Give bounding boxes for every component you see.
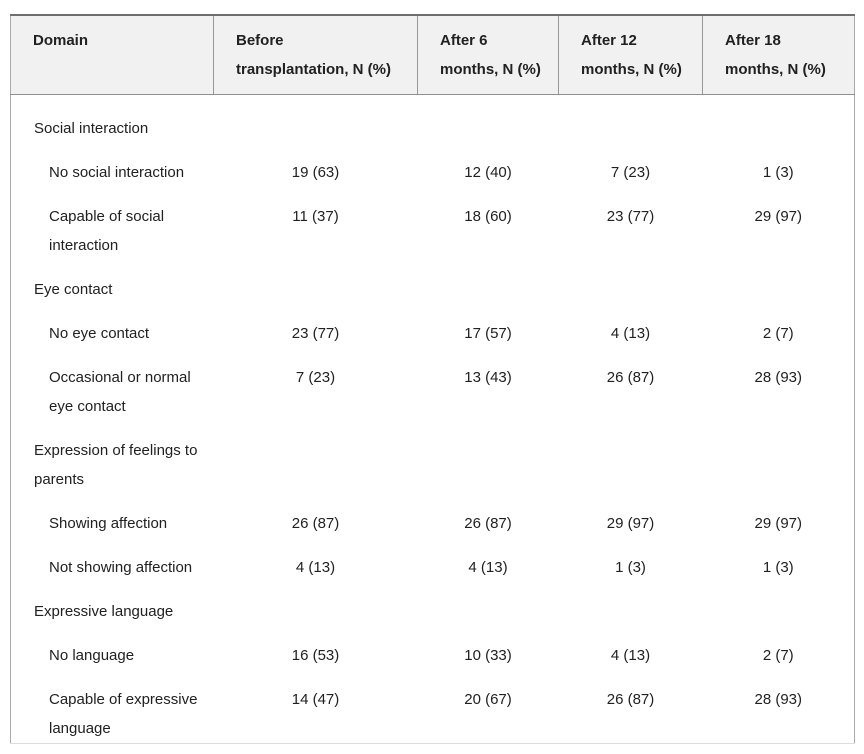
cell-value: 7 (23) (295, 368, 336, 386)
cell-value: 1 (3) (615, 558, 646, 576)
cell-value: 26 (87) (606, 690, 655, 708)
empty-cell (559, 99, 703, 143)
cell-value: 29 (97) (754, 207, 803, 225)
cell-value: 20 (67) (464, 690, 512, 708)
table-row-group: Social interaction (11, 99, 855, 143)
cell-value: 28 (93) (754, 368, 803, 386)
cell-value: 2 (7) (762, 646, 794, 664)
cell-value: 4 (13) (295, 558, 336, 576)
row-label: No social interaction (49, 163, 185, 181)
column-header-after-6-months: After 6 months, N (%) (417, 15, 559, 95)
row-label: Occasional or normal eye contact (49, 368, 191, 415)
table-header: Domain Before transplantation, N (%) Aft… (10, 15, 855, 95)
header-line: Before (236, 32, 284, 49)
cell-value: 23 (77) (291, 324, 340, 342)
row-label: No eye contact (49, 324, 150, 342)
row-label: Showing affection (49, 514, 168, 532)
table-row-group: Eye contact (11, 260, 855, 304)
table-row: Capable of social interaction 11 (37) 18… (11, 187, 855, 260)
empty-cell (559, 582, 703, 626)
empty-cell (214, 421, 418, 494)
cell-value: 18 (60) (464, 207, 512, 225)
cell-value: 10 (33) (464, 646, 512, 664)
cell-value: 26 (87) (464, 514, 512, 532)
group-label: Expression of feelings to parents (34, 441, 198, 488)
table-row: Capable of expressive language 14 (47) 2… (11, 670, 855, 744)
table-row: No eye contact 23 (77) 17 (57) 4 (13) 2 … (11, 304, 855, 348)
cell-value: 16 (53) (291, 646, 340, 664)
header-row: Domain Before transplantation, N (%) Aft… (10, 15, 855, 95)
header-line: months, N (%) (581, 61, 682, 78)
table-row: Not showing affection 4 (13) 4 (13) 1 (3… (11, 538, 855, 582)
cell-value: 19 (63) (291, 163, 340, 181)
empty-cell (418, 421, 559, 494)
empty-cell (703, 260, 855, 304)
cell-value: 26 (87) (291, 514, 340, 532)
column-header-after-12-months: After 12 months, N (%) (558, 15, 703, 95)
empty-cell (214, 99, 418, 143)
row-label: Capable of expressive language (49, 690, 198, 737)
header-line: After 12 (581, 32, 637, 49)
column-header-before-transplantation: Before transplantation, N (%) (213, 15, 418, 95)
cell-value: 23 (77) (606, 207, 655, 225)
empty-cell (214, 582, 418, 626)
cell-value: 7 (23) (610, 163, 651, 181)
empty-cell (418, 260, 559, 304)
cell-value: 1 (3) (762, 558, 794, 576)
cell-value: 4 (13) (610, 646, 651, 664)
cell-value: 29 (97) (606, 514, 655, 532)
group-label: Expressive language (34, 602, 174, 620)
table-row: Showing affection 26 (87) 26 (87) 29 (97… (11, 494, 855, 538)
empty-cell (703, 99, 855, 143)
cell-value: 12 (40) (464, 163, 512, 181)
column-header-after-18-months: After 18 months, N (%) (702, 15, 855, 95)
header-line: After 6 (440, 32, 488, 49)
table-row: Occasional or normal eye contact 7 (23) … (11, 348, 855, 421)
cell-value: 1 (3) (762, 163, 794, 181)
table-body: Social interaction No social interaction… (11, 95, 855, 744)
cell-value: 4 (13) (610, 324, 651, 342)
empty-cell (703, 582, 855, 626)
cell-value: 11 (37) (292, 207, 339, 225)
cell-value: 26 (87) (606, 368, 655, 386)
header-line: After 18 (725, 32, 781, 49)
empty-cell (559, 260, 703, 304)
header-line: months, N (%) (725, 61, 826, 78)
cell-value: 14 (47) (291, 690, 340, 708)
cell-value: 28 (93) (754, 690, 803, 708)
header-line: months, N (%) (440, 61, 541, 78)
group-label: Eye contact (34, 280, 113, 298)
empty-cell (214, 260, 418, 304)
empty-cell (418, 582, 559, 626)
empty-cell (559, 421, 703, 494)
cell-value: 29 (97) (754, 514, 803, 532)
cell-value: 17 (57) (464, 324, 512, 342)
cell-value: 2 (7) (762, 324, 794, 342)
outcomes-table: Domain Before transplantation, N (%) Aft… (10, 14, 855, 744)
group-label: Social interaction (34, 119, 149, 137)
cell-value: 4 (13) (468, 558, 508, 576)
row-label: Not showing affection (49, 558, 193, 576)
row-label: No language (49, 646, 135, 664)
empty-cell (418, 99, 559, 143)
column-header-domain: Domain (10, 15, 214, 95)
table-row: No social interaction 19 (63) 12 (40) 7 … (11, 143, 855, 187)
header-line: Domain (33, 32, 89, 49)
table-row: No language 16 (53) 10 (33) 4 (13) 2 (7) (11, 626, 855, 670)
empty-cell (703, 421, 855, 494)
table-row-group: Expression of feelings to parents (11, 421, 855, 494)
table-row-group: Expressive language (11, 582, 855, 626)
header-line: transplantation, N (%) (236, 61, 392, 78)
cell-value: 13 (43) (464, 368, 512, 386)
row-label: Capable of social interaction (49, 207, 165, 254)
